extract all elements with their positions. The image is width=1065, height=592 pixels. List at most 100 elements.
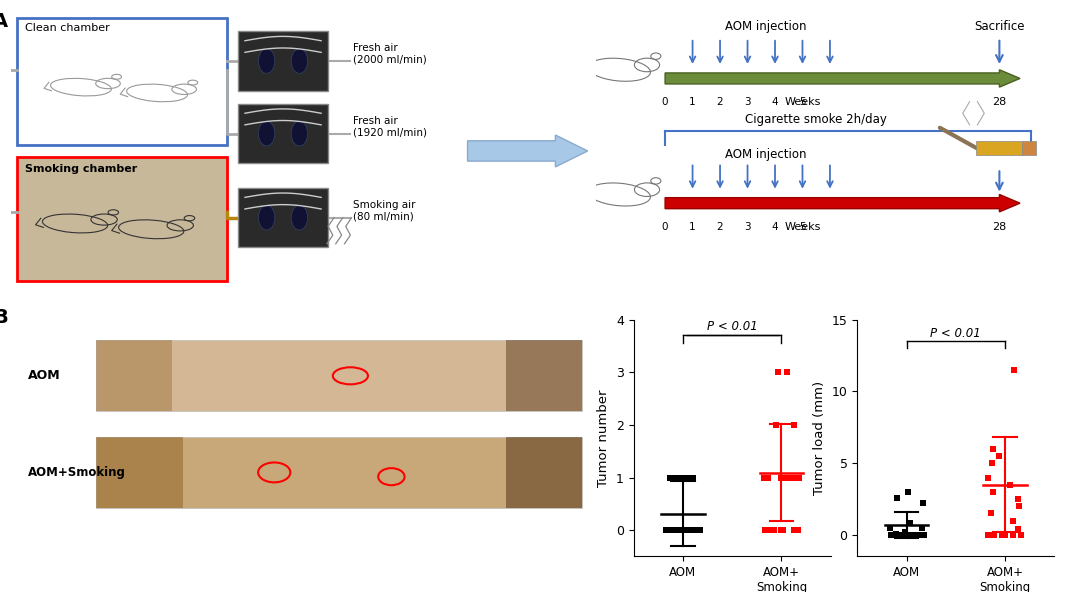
Point	[881, 523, 898, 533]
Point	[984, 444, 1001, 453]
Point	[768, 420, 785, 430]
Point	[896, 530, 913, 540]
Point	[783, 473, 800, 482]
Point	[913, 530, 930, 540]
FancyBboxPatch shape	[17, 18, 228, 145]
Point	[906, 530, 923, 540]
Text: 1: 1	[689, 222, 695, 232]
Point	[667, 473, 684, 482]
Text: Weeks: Weeks	[784, 222, 821, 232]
Point	[900, 487, 917, 497]
Point	[670, 526, 687, 535]
Point	[1005, 365, 1022, 375]
Point	[990, 451, 1007, 461]
Text: AOM+Smoking: AOM+Smoking	[29, 466, 126, 479]
Text: 2: 2	[717, 222, 723, 232]
Point	[908, 530, 925, 540]
Point	[766, 526, 783, 535]
Ellipse shape	[259, 49, 275, 73]
Point	[787, 473, 804, 482]
Point	[996, 530, 1013, 540]
FancyBboxPatch shape	[237, 188, 328, 247]
Text: Cigarette smoke 2h/day: Cigarette smoke 2h/day	[746, 113, 887, 126]
Point	[1001, 480, 1018, 490]
Point	[682, 526, 699, 535]
FancyArrow shape	[665, 70, 1020, 87]
Point	[983, 458, 1000, 468]
Point	[675, 526, 692, 535]
Point	[779, 368, 796, 377]
Point	[790, 473, 807, 482]
Point	[783, 473, 800, 482]
Point	[690, 526, 707, 535]
Point	[786, 526, 803, 535]
Point	[980, 530, 997, 540]
Point	[902, 519, 919, 528]
Point	[1011, 501, 1028, 511]
Point	[1010, 494, 1027, 504]
Text: Smoking chamber: Smoking chamber	[26, 164, 137, 174]
Point	[888, 493, 905, 503]
Point	[769, 368, 786, 377]
Point	[755, 473, 772, 482]
Point	[691, 526, 708, 535]
Text: Clean chamber: Clean chamber	[26, 23, 110, 33]
Text: Fresh air
(2000 ml/min): Fresh air (2000 ml/min)	[354, 43, 427, 65]
Point	[687, 526, 704, 535]
Point	[663, 526, 681, 535]
Ellipse shape	[259, 205, 275, 230]
Text: 28: 28	[993, 97, 1006, 107]
Point	[659, 526, 676, 535]
Point	[1009, 525, 1026, 534]
Point	[678, 526, 695, 535]
Point	[662, 526, 679, 535]
Text: Weeks: Weeks	[784, 97, 821, 107]
Point	[685, 473, 702, 482]
Text: 4: 4	[772, 97, 779, 107]
Point	[914, 523, 931, 533]
FancyBboxPatch shape	[96, 340, 581, 411]
Text: A: A	[0, 12, 9, 31]
Text: 5: 5	[799, 222, 806, 232]
Point	[686, 526, 703, 535]
Point	[1004, 516, 1021, 525]
Text: 0: 0	[661, 97, 669, 107]
Point	[985, 487, 1002, 497]
Point	[904, 530, 921, 540]
Point	[678, 473, 695, 482]
Point	[784, 473, 801, 482]
Point	[759, 473, 776, 482]
Point	[661, 473, 678, 482]
Y-axis label: Tumor number: Tumor number	[597, 390, 610, 487]
Text: 5: 5	[799, 97, 806, 107]
Point	[883, 530, 900, 540]
Point	[772, 526, 789, 535]
FancyBboxPatch shape	[1022, 141, 1036, 155]
Point	[667, 473, 684, 482]
FancyBboxPatch shape	[237, 31, 328, 91]
Ellipse shape	[259, 121, 275, 146]
Text: AOM injection: AOM injection	[724, 20, 806, 33]
Point	[996, 530, 1013, 540]
Text: 3: 3	[744, 97, 751, 107]
Point	[898, 530, 915, 540]
Text: AOM injection: AOM injection	[724, 148, 806, 161]
Text: Fresh air
(1920 ml/min): Fresh air (1920 ml/min)	[354, 115, 427, 137]
FancyArrow shape	[665, 194, 1020, 212]
Point	[915, 530, 932, 540]
Point	[756, 526, 773, 535]
Point	[757, 473, 774, 482]
Point	[985, 530, 1002, 540]
Point	[773, 473, 790, 482]
Point	[764, 526, 781, 535]
Point	[670, 473, 687, 482]
Point	[1012, 530, 1029, 540]
Point	[789, 526, 806, 535]
Text: P < 0.01: P < 0.01	[931, 327, 981, 340]
Point	[883, 530, 900, 540]
Point	[983, 509, 1000, 518]
Y-axis label: Tumor load (mm): Tumor load (mm)	[814, 381, 826, 495]
Point	[888, 529, 905, 539]
Point	[673, 473, 690, 482]
Point	[908, 530, 925, 540]
